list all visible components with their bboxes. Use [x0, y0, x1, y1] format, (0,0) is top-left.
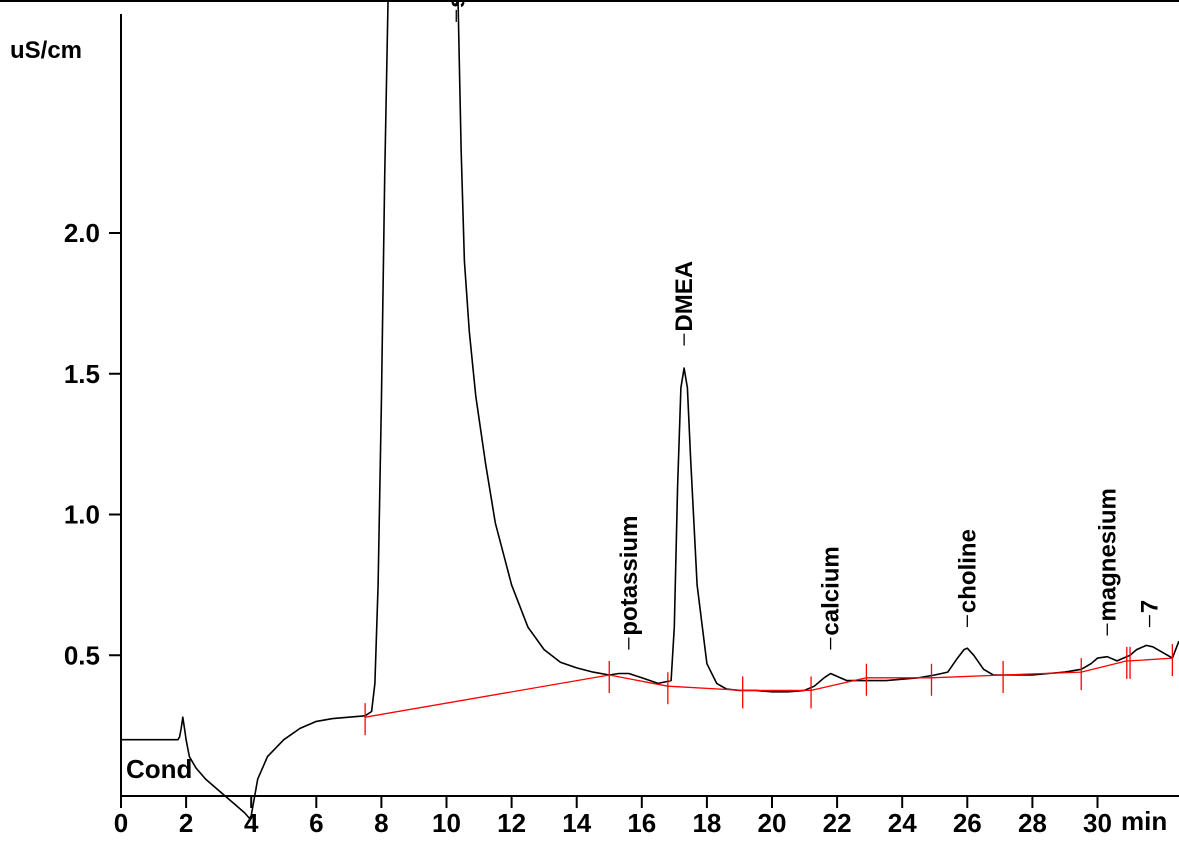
y-axis-unit-label: uS/cm [10, 37, 82, 64]
integration-baseline [364, 657, 1173, 718]
peak-labels: sodium potassium DMEA calcium choline magnesi… [443, 0, 1164, 650]
peak-label: DMEA [671, 261, 698, 332]
x-tick-label: 8 [374, 808, 388, 838]
x-axis-unit-label: min [1121, 806, 1167, 836]
x-tick-label: 22 [823, 808, 852, 838]
x-tick-label: 28 [1018, 808, 1047, 838]
x-tick-label: 14 [562, 808, 591, 838]
x-axis-ticks: 0 2 4 6 8 10 12 14 16 18 20 22 24 26 28 30 [114, 796, 1112, 838]
peak-label: calcium [818, 546, 845, 635]
peak-label: potassium [616, 516, 643, 636]
x-tick-label: 18 [692, 808, 721, 838]
y-tick-label: 2.0 [64, 218, 100, 248]
x-tick-label: 26 [953, 808, 982, 838]
x-tick-label: 16 [627, 808, 656, 838]
x-tick-label: 2 [179, 808, 193, 838]
trace-label: Cond [126, 754, 192, 784]
peak-label: choline [954, 529, 981, 613]
y-tick-label: 1.5 [64, 359, 100, 389]
x-tick-label: 24 [888, 808, 917, 838]
x-tick-label: 6 [309, 808, 323, 838]
x-tick-label: 0 [114, 808, 128, 838]
peak-label: magnesium [1094, 488, 1121, 621]
x-tick-label: 30 [1083, 808, 1112, 838]
plot-area [121, 2, 1179, 820]
x-tick-label: 12 [497, 808, 526, 838]
y-tick-label: 1.0 [64, 500, 100, 530]
signal-trace [121, 2, 1179, 820]
peak-label: sodium [443, 0, 470, 8]
x-tick-label: 20 [758, 808, 787, 838]
peak-label: 7 [1137, 600, 1164, 613]
x-tick-label: 4 [244, 808, 259, 838]
x-tick-label: 10 [432, 808, 461, 838]
y-tick-label: 0.5 [64, 640, 100, 670]
y-axis-ticks: 0.5 1.0 1.5 2.0 [64, 218, 121, 670]
